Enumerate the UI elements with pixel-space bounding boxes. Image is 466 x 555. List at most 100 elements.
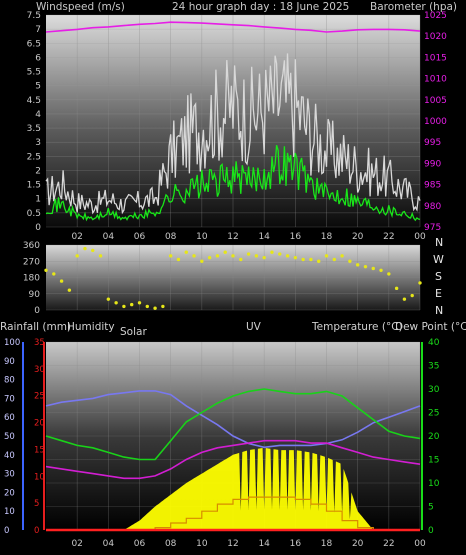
temperature-tick-label: 10 xyxy=(428,479,440,489)
direction-tick-label: 270 xyxy=(23,257,40,267)
direction-point xyxy=(324,254,329,258)
direction-point xyxy=(44,268,48,272)
humidity-tick-label: 20 xyxy=(4,488,15,498)
wind-x-tick-label: 20 xyxy=(352,232,364,242)
rainfall-tick-label: 10 xyxy=(34,472,45,482)
direction-point xyxy=(153,306,157,310)
direction-point xyxy=(348,259,352,263)
wind-x-tick-label: 12 xyxy=(227,232,238,242)
rainfall-tick-label: 25 xyxy=(34,392,45,402)
rainfall-tick-label: 35 xyxy=(34,338,45,348)
uv-label: UV xyxy=(246,321,262,333)
direction-point xyxy=(176,257,181,262)
bottom-x-tick-label: 12 xyxy=(227,539,238,549)
bottom-x-tick-label: 08 xyxy=(165,539,177,549)
direction-point xyxy=(83,246,87,251)
direction-point xyxy=(98,254,103,258)
temperature-axis-title: Temperature (°C) xyxy=(311,321,403,333)
direction-point xyxy=(301,257,305,262)
direction-point xyxy=(239,257,243,262)
wind-x-tick-label: 14 xyxy=(258,232,270,242)
temperature-tick-label: 40 xyxy=(428,338,440,348)
barometer-tick-label: 1005 xyxy=(424,96,447,106)
direction-point xyxy=(106,297,111,301)
direction-point xyxy=(418,281,422,285)
direction-point xyxy=(340,254,344,258)
direction-point xyxy=(309,257,313,262)
bottom-x-tick-label: 16 xyxy=(290,539,302,549)
temperature-line xyxy=(45,388,421,461)
axes: 02 04 06 08 10 12 14 16 18 20 22 0000.511.522.533.5… xyxy=(4,11,447,549)
windspeed-tick-label: 3 xyxy=(35,138,41,148)
windspeed-gust-line xyxy=(45,53,421,215)
direction-point xyxy=(262,255,266,260)
direction-point xyxy=(270,250,274,254)
direction-letter-n-top: N xyxy=(435,236,443,249)
bottom-x-tick-label: 20 xyxy=(352,539,364,549)
wind-x-tick-label: 08 xyxy=(165,232,177,242)
temperature-tick-label: 20 xyxy=(428,432,440,442)
direction-letter-w: W xyxy=(433,253,444,266)
windspeed-tick-label: 6 xyxy=(35,53,41,63)
windspeed-tick-label: 3.5 xyxy=(27,124,41,134)
windspeed-tick-label: 2.5 xyxy=(27,152,41,162)
barometer-tick-label: 980 xyxy=(424,202,441,212)
direction-point xyxy=(317,259,321,263)
windspeed-tick-label: 6.5 xyxy=(27,39,41,49)
data-marks xyxy=(44,21,422,532)
temperature-tick-label: 0 xyxy=(428,526,434,536)
barometer-tick-label: 985 xyxy=(424,181,441,191)
rainfall-tick-label: 5 xyxy=(34,499,39,509)
direction-point xyxy=(91,248,95,253)
temperature-tick-label: 15 xyxy=(428,456,439,466)
humidity-tick-label: 100 xyxy=(4,338,20,348)
bottom-x-tick-label: 06 xyxy=(134,539,146,549)
direction-point xyxy=(207,255,212,260)
direction-point xyxy=(223,250,227,254)
windspeed-tick-label: 4 xyxy=(35,110,41,120)
rainfall-tick-label: 20 xyxy=(34,419,45,429)
humidity-axis-title: Humidity xyxy=(67,321,115,333)
dewpoint-axis-title: Dew Point (°C) xyxy=(395,321,466,333)
windspeed-tick-label: 4.5 xyxy=(27,96,41,106)
humidity-tick-label: 40 xyxy=(4,451,15,461)
direction-point xyxy=(355,263,360,267)
direction-point xyxy=(215,254,220,258)
barometer-tick-label: 1000 xyxy=(424,117,447,127)
direction-point xyxy=(387,272,391,276)
windspeed-tick-label: 5.5 xyxy=(27,68,41,78)
humidity-tick-label: 80 xyxy=(4,376,15,386)
bottom-x-tick-label: 18 xyxy=(321,539,333,549)
direction-point xyxy=(293,255,298,260)
direction-point xyxy=(332,257,336,262)
direction-point xyxy=(371,266,375,271)
direction-point xyxy=(137,301,142,305)
windspeed-tick-label: 1 xyxy=(35,195,41,205)
direction-point xyxy=(145,304,149,309)
windspeed-tick-label: 2 xyxy=(35,166,41,176)
direction-point xyxy=(254,254,259,258)
direction-point xyxy=(184,250,188,254)
direction-point xyxy=(67,288,72,292)
bottom-x-tick-label: 04 xyxy=(103,539,115,549)
humidity-tick-label: 90 xyxy=(4,357,15,367)
direction-tick-label: 90 xyxy=(29,290,41,300)
bottom-x-tick-label: 14 xyxy=(258,539,270,549)
bottom-x-tick-label: 22 xyxy=(383,539,394,549)
direction-point xyxy=(192,254,196,258)
direction-point xyxy=(278,252,282,256)
humidity-tick-label: 30 xyxy=(4,470,15,480)
direction-point xyxy=(394,286,399,291)
direction-point xyxy=(410,293,414,298)
chart-title: 24 hour graph day : 18 June 2025 xyxy=(172,1,349,13)
wind-x-tick-label: 10 xyxy=(196,232,208,242)
windspeed-average-line xyxy=(45,145,421,222)
windspeed-tick-label: 1.5 xyxy=(27,181,41,191)
direction-point xyxy=(402,297,407,301)
windspeed-tick-label: 0 xyxy=(35,223,41,233)
temperature-tick-label: 35 xyxy=(428,362,439,372)
wind-x-tick-label: 18 xyxy=(321,232,333,242)
direction-point xyxy=(246,252,251,256)
windspeed-tick-label: 7 xyxy=(35,25,41,35)
